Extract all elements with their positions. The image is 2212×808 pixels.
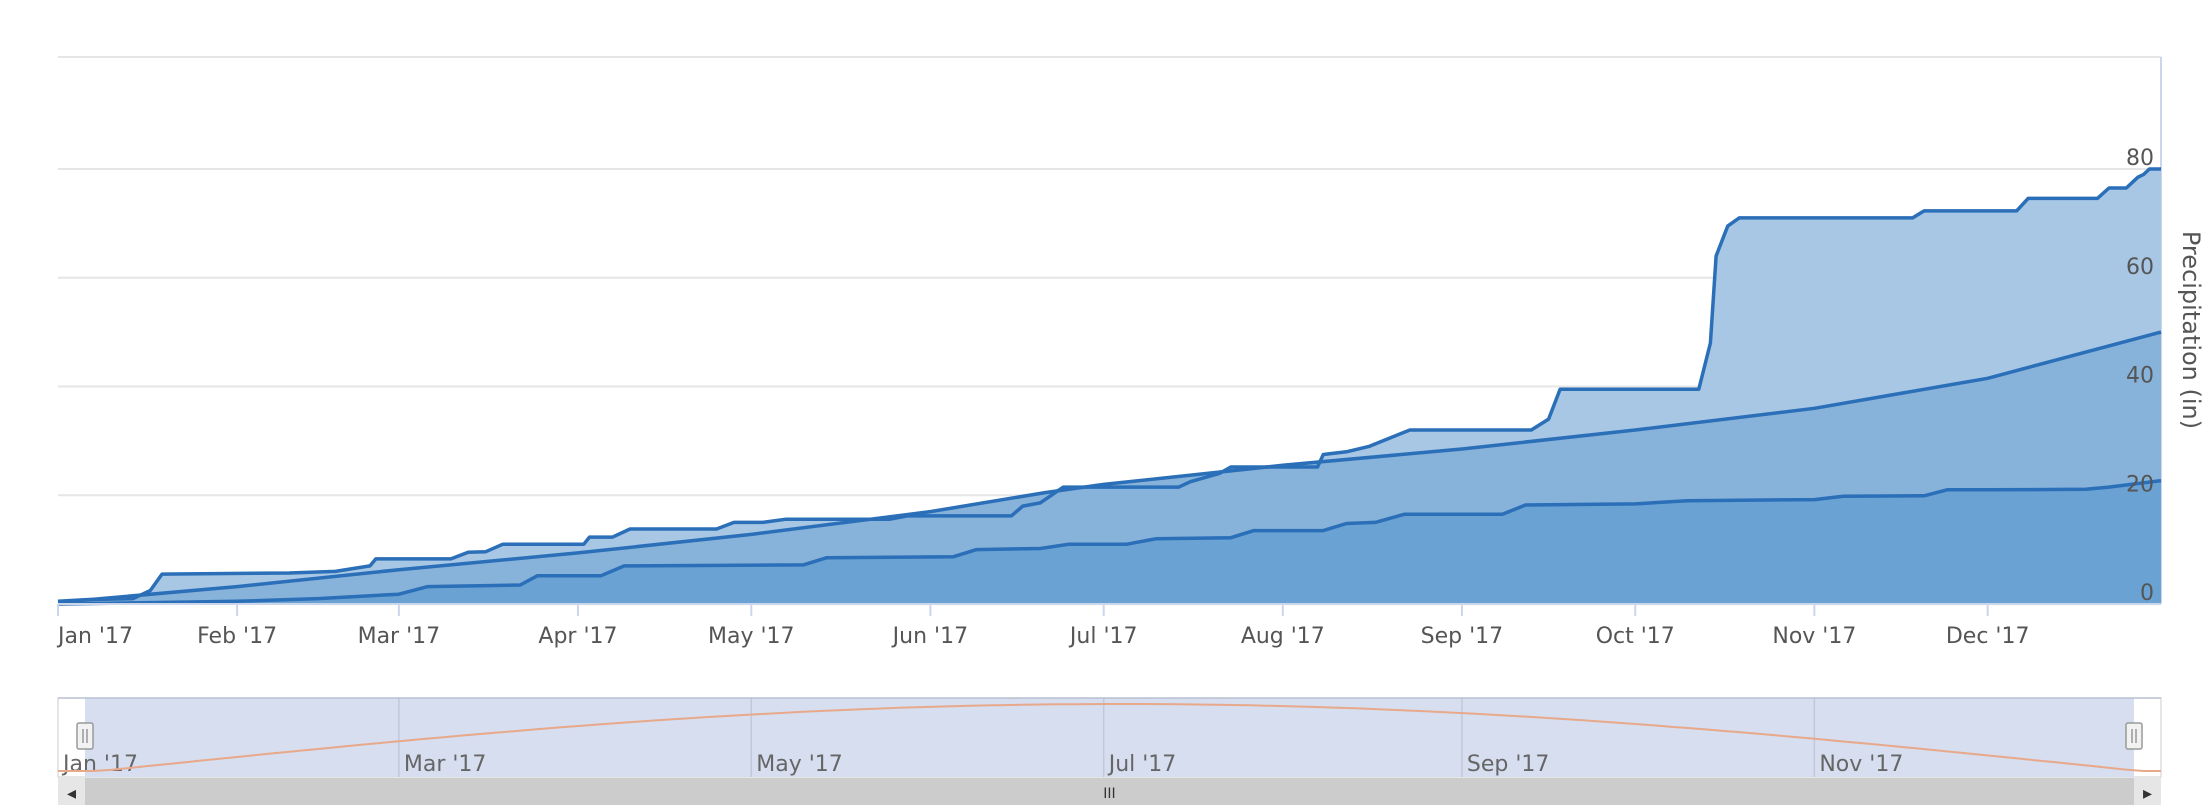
scroll-right-button[interactable]: ▸ <box>2134 778 2161 805</box>
y-tick-label: 0 <box>2140 581 2154 606</box>
scroll-right-button-bg[interactable] <box>2134 778 2161 805</box>
handle-body[interactable] <box>76 722 94 750</box>
y-tick-label: 20 <box>2126 472 2154 497</box>
line-upper <box>57 167 2161 604</box>
x-tick-label: Apr '17 <box>538 624 617 649</box>
x-tick-label: Feb '17 <box>197 624 277 649</box>
line-middle <box>57 330 2162 605</box>
right-arrow-icon: ▸ <box>2143 783 2152 804</box>
x-tick-label: Jul '17 <box>1068 624 1138 649</box>
y-axis-title: Precipitation (in) <box>2177 231 2205 429</box>
y-tick-label: 40 <box>2126 364 2154 389</box>
x-axis: Jan '17 Feb '17 Mar '17 Apr '17 May '17 Jun '… <box>56 603 2161 649</box>
x-tick-label: Dec '17 <box>1946 624 2030 649</box>
x-tick-label: Jun '17 <box>891 624 968 649</box>
y-tick-label: 80 <box>2126 146 2154 171</box>
scrollbar-thumb[interactable] <box>85 778 2134 805</box>
scroll-left-button[interactable]: ◂ <box>58 778 85 805</box>
navigator-right-handle[interactable] <box>2125 722 2143 750</box>
navigator-left-handle[interactable] <box>76 722 94 750</box>
series-lines <box>57 167 2162 606</box>
line-lower <box>57 478 2162 606</box>
x-tick-label: Jan '17 <box>56 624 133 649</box>
x-tick-label: Oct '17 <box>1596 624 1675 649</box>
x-tick-label: May '17 <box>708 624 795 649</box>
scrollbar[interactable]: ◂ ▸ III <box>58 778 2161 805</box>
left-arrow-icon: ◂ <box>67 783 76 804</box>
scroll-left-button-bg[interactable] <box>58 778 85 805</box>
navigator-label: Nov '17 <box>1819 752 1903 777</box>
x-tick-label: Sep '17 <box>1421 624 1504 649</box>
x-tick-label: Nov '17 <box>1772 624 1856 649</box>
x-tick-label: Aug '17 <box>1241 624 1325 649</box>
navigator-label: Mar '17 <box>404 752 487 777</box>
navigator-label: May '17 <box>756 752 843 777</box>
navigator-label: Jul '17 <box>1107 752 1177 777</box>
navigator-series-line <box>58 703 2161 772</box>
y-axis: 0 20 40 60 80 <box>2126 146 2154 606</box>
navigator[interactable]: Jan '17 Mar '17 May '17 Jul '17 Sep '17 Nov '… <box>57 697 2162 778</box>
scrollbar-grip-icon[interactable]: III <box>1103 786 1115 802</box>
area-lower <box>58 480 2161 604</box>
x-tick-label: Mar '17 <box>358 624 441 649</box>
navigator-label: Jan '17 <box>61 752 138 777</box>
series-areas <box>58 169 2161 604</box>
navigator-label: Sep '17 <box>1467 752 1550 777</box>
handle-body[interactable] <box>2125 722 2143 750</box>
y-tick-label: 60 <box>2126 255 2154 280</box>
